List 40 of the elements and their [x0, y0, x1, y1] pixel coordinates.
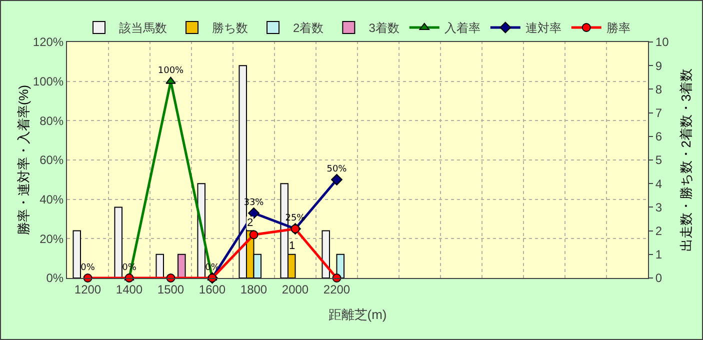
x-axis-title: 距離芝(m) [328, 307, 387, 322]
y2-tick-label: 9 [655, 58, 662, 73]
legend-label: 2着数 [293, 21, 324, 36]
y-tick-label: 80% [40, 114, 64, 128]
y2-tick-label: 1 [655, 248, 662, 262]
y-tick-label: 60% [40, 153, 64, 168]
x-tick-label: 1800 [240, 282, 268, 296]
y-tick-label: 20% [40, 232, 64, 246]
x-tick-label: 2200 [323, 282, 350, 296]
y2-tick-label: 10 [655, 35, 670, 50]
data-label: 100% [158, 66, 184, 76]
data-label: 50% [326, 164, 348, 174]
legend-label: 勝ち数 [212, 21, 248, 36]
x-tick-label: 1400 [116, 282, 143, 296]
y2-tick-label: 4 [655, 176, 662, 191]
y-tick-label: 40% [40, 192, 64, 207]
data-label: 1 [289, 240, 296, 252]
y-tick-label: 0% [46, 271, 64, 286]
y2-tick-label: 6 [655, 130, 662, 144]
y2-axis-title: 出走数・勝ち数・2着数・3着数 [678, 68, 694, 252]
y2-tick-label: 2 [655, 224, 662, 238]
y-tick-label: 120% [32, 35, 64, 50]
y-axis-title: 勝率・連対率・入着率(%) [16, 84, 31, 236]
x-tick-label: 1600 [198, 282, 226, 296]
y2-tick-label: 3 [655, 200, 662, 214]
y-tick-label: 100% [32, 74, 64, 89]
legend-label: 入着率 [444, 21, 480, 36]
legend-label: 連対率 [525, 21, 562, 36]
y2-tick-label: 5 [655, 153, 662, 168]
legend-label: 該当馬数 [119, 21, 167, 36]
y2-tick-label: 7 [655, 106, 662, 120]
data-label: 0% [80, 262, 96, 273]
legend-label: 3着数 [368, 21, 400, 36]
x-tick-label: 2000 [282, 282, 309, 296]
legend-label: 勝率 [606, 21, 630, 36]
x-tick-label: 1500 [157, 282, 184, 296]
y2-tick-label: 0 [655, 271, 662, 286]
y2-tick-label: 8 [655, 82, 662, 96]
data-label: 2 [247, 217, 254, 229]
x-tick-label: 1200 [74, 282, 102, 296]
